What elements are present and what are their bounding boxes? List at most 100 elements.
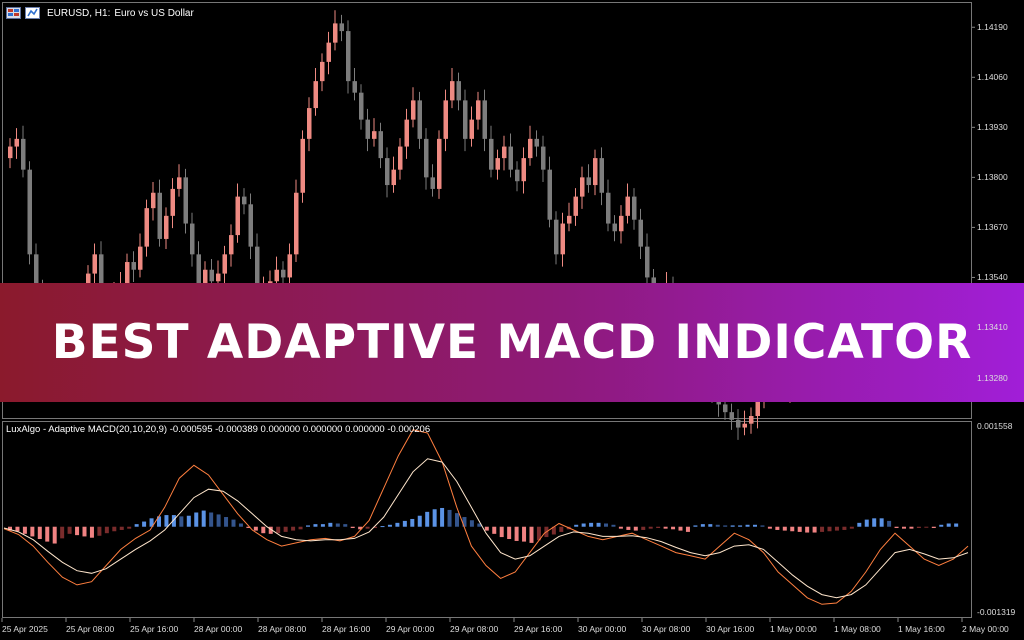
price-tick-label: 1.13410 bbox=[977, 322, 1008, 333]
histogram-bar bbox=[37, 526, 42, 540]
candle-body bbox=[534, 138, 539, 147]
time-tick-label: 28 Apr 16:00 bbox=[322, 624, 371, 634]
indicator-label: LuxAlgo - Adaptive MACD(20,10,20,9) -0.0… bbox=[6, 424, 431, 435]
price-tick-label: 1.13800 bbox=[977, 172, 1008, 183]
histogram-bar bbox=[864, 519, 869, 527]
candle-body bbox=[489, 138, 494, 170]
chart-toggle-icon[interactable] bbox=[25, 7, 40, 19]
candle-body bbox=[216, 273, 221, 282]
candle-body bbox=[177, 177, 182, 189]
histogram-bar bbox=[834, 526, 839, 531]
price-tick-label: 1.13280 bbox=[977, 372, 1008, 383]
candle-body bbox=[326, 42, 331, 62]
candle-body bbox=[593, 158, 598, 186]
histogram-bar bbox=[179, 516, 184, 527]
histogram-bar bbox=[469, 520, 474, 527]
time-tick-label: 1 May 08:00 bbox=[834, 624, 881, 634]
histogram-bar bbox=[164, 515, 169, 527]
price-panel-frame bbox=[2, 2, 972, 419]
chart-title-bar: EURUSD, H1: Euro vs US Dollar bbox=[6, 5, 194, 21]
histogram-bar bbox=[648, 526, 653, 529]
histogram-bar bbox=[417, 515, 422, 527]
histogram-bar bbox=[313, 524, 318, 527]
histogram-bar bbox=[52, 526, 57, 544]
histogram-bar bbox=[104, 526, 109, 534]
time-tick-label: 1 May 16:00 bbox=[898, 624, 945, 634]
histogram-bar bbox=[15, 526, 20, 532]
histogram-bar bbox=[261, 526, 266, 534]
histogram-bar bbox=[514, 526, 519, 541]
candle-body bbox=[300, 138, 305, 193]
histogram-bar bbox=[723, 525, 728, 527]
time-tick-label: 28 Apr 00:00 bbox=[194, 624, 243, 634]
histogram-bar bbox=[492, 526, 497, 534]
histogram-bar bbox=[589, 522, 594, 527]
candle-body bbox=[281, 269, 286, 278]
candle-body bbox=[482, 100, 487, 139]
candle-body bbox=[27, 169, 32, 255]
histogram-bar bbox=[849, 526, 854, 529]
histogram-bar bbox=[604, 523, 608, 527]
candle-body bbox=[138, 246, 143, 270]
time-tick-label: 30 Apr 08:00 bbox=[642, 624, 691, 634]
candle-body bbox=[729, 412, 734, 420]
banner-background bbox=[0, 283, 1024, 402]
time-tick-label: 30 Apr 16:00 bbox=[706, 624, 755, 634]
histogram-bar bbox=[425, 511, 430, 527]
candle-body bbox=[255, 246, 260, 313]
candle-body bbox=[235, 196, 240, 236]
candle-body bbox=[560, 223, 565, 255]
candle-body bbox=[469, 119, 474, 139]
histogram-bar bbox=[142, 521, 147, 527]
histogram-bar bbox=[715, 524, 720, 527]
macd-lines bbox=[3, 429, 969, 605]
histogram-bar bbox=[484, 526, 489, 531]
candle-body bbox=[385, 158, 390, 186]
histogram-bar bbox=[402, 520, 407, 527]
time-tick-label: 28 Apr 08:00 bbox=[258, 624, 307, 634]
candle-body bbox=[528, 138, 533, 159]
histogram-bar bbox=[753, 524, 757, 527]
candle-body bbox=[502, 146, 507, 159]
histogram-bar bbox=[931, 526, 936, 529]
time-tick-label: 25 Apr 08:00 bbox=[66, 624, 115, 634]
histogram-bar bbox=[529, 526, 534, 543]
histogram-bar bbox=[551, 526, 556, 535]
time-tick-label: 1 May 00:00 bbox=[770, 624, 817, 634]
candle-body bbox=[8, 146, 13, 159]
indicator-panel-frame bbox=[2, 421, 972, 618]
histogram-bar bbox=[812, 526, 817, 533]
candle-body bbox=[229, 235, 234, 255]
histogram-bar bbox=[507, 526, 512, 540]
histogram-bar bbox=[693, 525, 698, 527]
histogram-bar bbox=[268, 526, 273, 534]
histogram-bar bbox=[238, 523, 243, 527]
histogram-bar bbox=[112, 526, 117, 532]
banner-title: BEST ADAPTIVE MACD INDICATOR bbox=[51, 315, 973, 370]
histogram-bar bbox=[618, 526, 623, 529]
candle-body bbox=[476, 100, 481, 120]
histogram-bar bbox=[678, 526, 683, 531]
histogram-bar bbox=[782, 526, 787, 531]
macd-line bbox=[3, 429, 969, 605]
histogram-bar bbox=[902, 526, 906, 529]
candle-body bbox=[424, 138, 429, 178]
histogram-bar bbox=[380, 526, 385, 528]
histogram-bar bbox=[596, 522, 601, 527]
histogram-bar bbox=[328, 522, 333, 527]
histogram-bar bbox=[209, 512, 214, 527]
candle-body bbox=[320, 61, 325, 82]
histogram-bar bbox=[790, 526, 795, 532]
chart-grid-icon[interactable] bbox=[6, 7, 21, 19]
candle-body bbox=[92, 254, 97, 274]
histogram-bar bbox=[60, 526, 65, 539]
candle-body bbox=[170, 188, 175, 216]
promo-banner: BEST ADAPTIVE MACD INDICATOR bbox=[0, 283, 1024, 402]
candle-body bbox=[339, 23, 344, 32]
candle-body bbox=[599, 158, 604, 193]
candle-body bbox=[359, 92, 364, 120]
histogram-bar bbox=[45, 526, 50, 542]
price-tick-label: 1.14060 bbox=[977, 72, 1008, 83]
macd-histogram bbox=[8, 507, 959, 544]
